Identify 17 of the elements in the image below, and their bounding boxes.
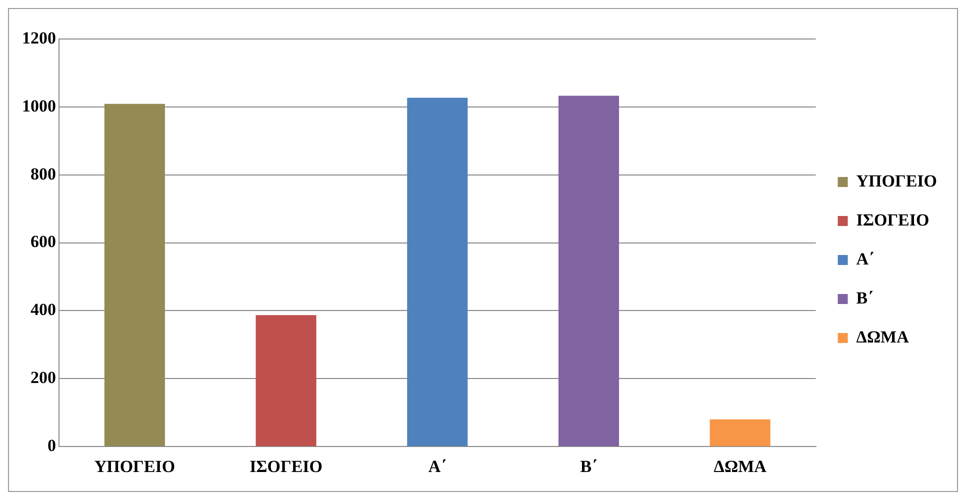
y-tick-label: 600 — [30, 232, 56, 252]
y-tick-label: 0 — [48, 436, 56, 455]
y-tick-label: 400 — [30, 300, 56, 320]
legend-label: ΙΣΟΓΕΙΟ — [856, 210, 930, 230]
y-tick-label: 800 — [30, 164, 56, 184]
y-tick-label: 200 — [30, 368, 56, 388]
y-tick-label: 1000 — [22, 96, 56, 116]
x-tick-label: Β΄ — [580, 457, 598, 476]
x-tick-label: Α΄ — [428, 457, 446, 476]
legend-label: Β΄ — [856, 288, 874, 308]
legend-label: ΔΩΜΑ — [856, 327, 910, 346]
legend-label: Α΄ — [856, 249, 874, 268]
x-tick-label: ΙΣΟΓΕΙΟ — [250, 457, 323, 476]
legend-label: ΥΠΟΓΕΙΟ — [856, 171, 937, 190]
y-tick-label: 1200 — [22, 28, 56, 48]
x-tick-label: ΔΩΜΑ — [714, 457, 768, 476]
x-tick-label: ΥΠΟΓΕΙΟ — [94, 457, 176, 476]
